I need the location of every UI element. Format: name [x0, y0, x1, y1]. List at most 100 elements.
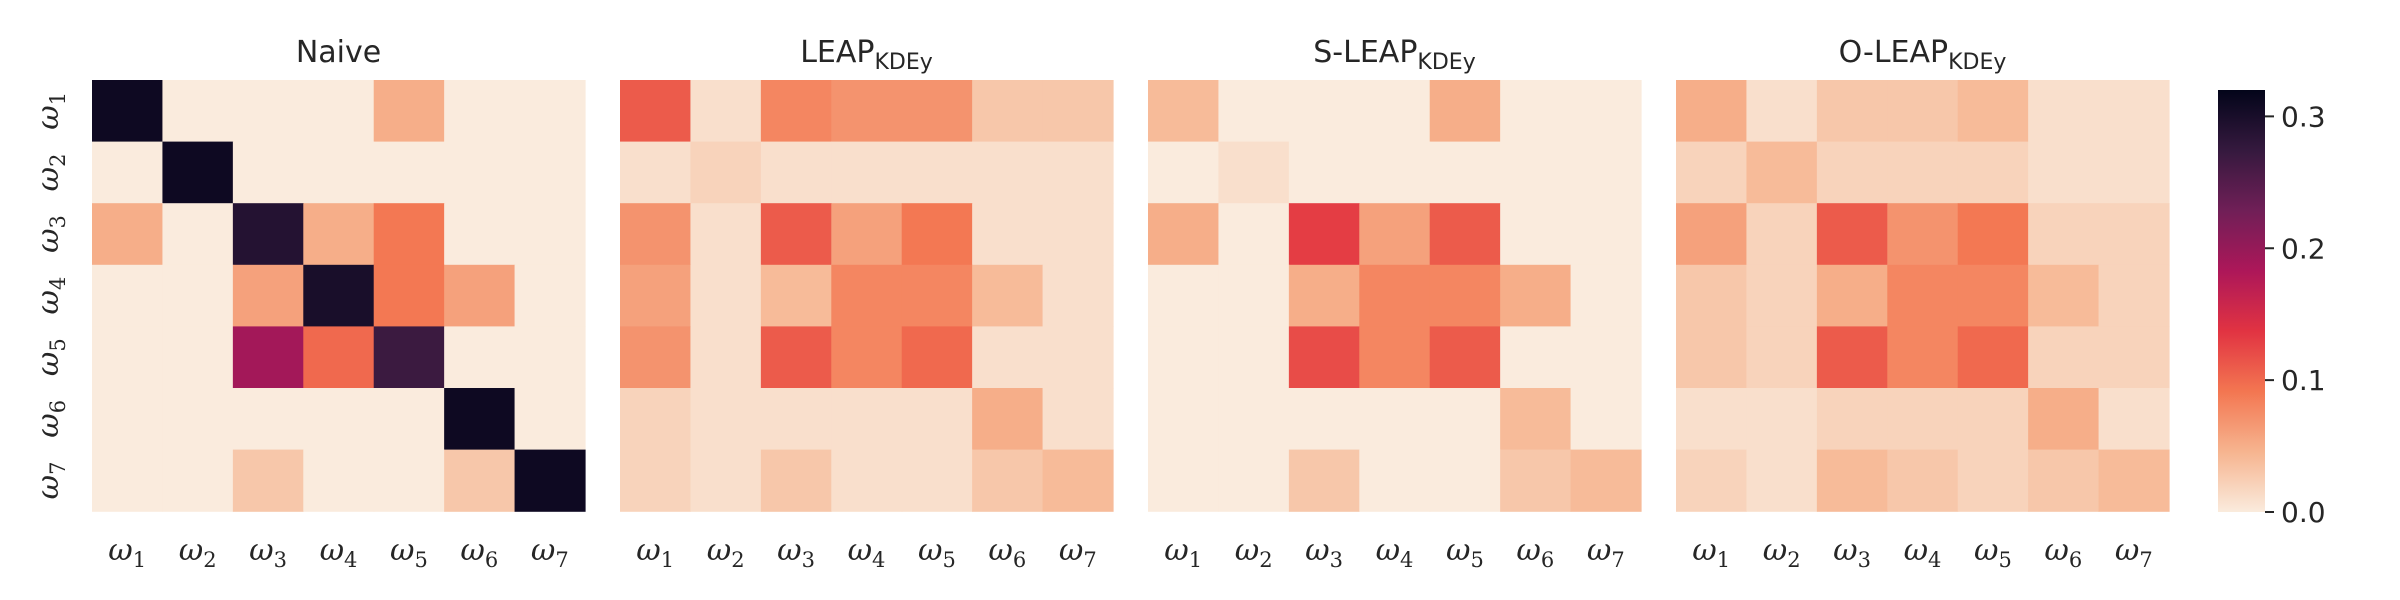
heatmap-cell	[1288, 80, 1360, 143]
heatmap-cell	[1429, 326, 1501, 389]
heatmap-cell	[1042, 326, 1114, 389]
y-tick-label: ω2	[31, 153, 70, 191]
heatmap-cell	[162, 449, 234, 512]
heatmap-cell	[1148, 449, 1220, 512]
x-tick-label: ω6	[2044, 533, 2082, 572]
heatmap-cell	[1148, 264, 1220, 327]
heatmap-cell	[1288, 141, 1360, 204]
heatmap-cell	[690, 264, 762, 327]
heatmap-cell	[2098, 80, 2170, 143]
heatmap-cell	[1359, 80, 1431, 143]
heatmap-panel-2: LEAPKDEy ω1 ω2 ω3 ω4 ω5 ω6 ω7	[620, 35, 1114, 572]
heatmap-cell	[1429, 80, 1501, 143]
heatmap-cell	[1887, 141, 1959, 204]
heatmap-cell	[690, 326, 762, 389]
heatmap-cell	[831, 449, 903, 512]
x-tick-label: ω1	[108, 533, 146, 572]
heatmap-cell	[2098, 141, 2170, 204]
x-tick-label: ω1	[636, 533, 674, 572]
heatmap-cell	[901, 203, 973, 266]
heatmap-cell	[901, 264, 973, 327]
heatmap-cell	[1570, 326, 1642, 389]
heatmap-cell	[901, 449, 973, 512]
heatmap-cell	[162, 141, 234, 204]
heatmap-cell	[2028, 80, 2100, 143]
heatmap-cell	[1218, 203, 1290, 266]
heatmap-cell	[303, 388, 375, 451]
heatmap-cell	[690, 449, 762, 512]
heatmap-cell	[1042, 203, 1114, 266]
heatmap-cell	[972, 449, 1044, 512]
heatmap-cell	[1042, 141, 1114, 204]
heatmap-cell	[1570, 80, 1642, 143]
heatmap-cell	[303, 80, 375, 143]
heatmap-cell	[1429, 203, 1501, 266]
heatmap-cell	[1148, 80, 1220, 143]
heatmap-cell	[831, 264, 903, 327]
heatmap-cell	[162, 264, 234, 327]
heatmap-cell	[2028, 388, 2100, 451]
heatmap-cell	[373, 449, 445, 512]
heatmap-cell	[620, 203, 692, 266]
colorbar-scale	[2218, 90, 2265, 512]
x-tick-label: ω1	[1692, 533, 1730, 572]
heatmap-cell	[444, 449, 516, 512]
heatmap-cell	[232, 326, 304, 389]
heatmap-cell	[760, 141, 832, 204]
heatmap-cell	[232, 141, 304, 204]
heatmap-cell	[303, 326, 375, 389]
heatmap-cell	[373, 388, 445, 451]
heatmap-cell	[1957, 141, 2029, 204]
heatmap-cell	[373, 203, 445, 266]
heatmap-cell	[444, 264, 516, 327]
panel-title: LEAPKDEy	[800, 35, 933, 75]
heatmap-cell	[620, 264, 692, 327]
x-tick-label: ω5	[390, 533, 428, 572]
heatmap-cell	[92, 264, 164, 327]
heatmap-cell	[444, 141, 516, 204]
heatmap-cell	[620, 449, 692, 512]
heatmap-cell	[1957, 449, 2029, 512]
heatmap-cell	[1887, 388, 1959, 451]
heatmap-cell	[972, 326, 1044, 389]
heatmap-cell	[1887, 264, 1959, 327]
heatmap-cell	[514, 264, 586, 327]
heatmap-cell	[514, 326, 586, 389]
heatmap-cell	[1500, 203, 1572, 266]
heatmap-cell	[1359, 449, 1431, 512]
x-tick-label: ω2	[1763, 533, 1801, 572]
heatmap-cell	[514, 449, 586, 512]
heatmap-cell	[1148, 203, 1220, 266]
x-tick-label: ω7	[1587, 533, 1625, 572]
heatmap-cell	[1218, 449, 1290, 512]
heatmap-cell	[1570, 388, 1642, 451]
x-tick-label: ω4	[1904, 533, 1942, 572]
heatmap-cell	[1500, 141, 1572, 204]
heatmap-cell	[2098, 388, 2170, 451]
heatmap-panel-4: O-LEAPKDEy ω1 ω2 ω3 ω4 ω5 ω6 ω7	[1676, 35, 2170, 572]
heatmap-cell	[1887, 326, 1959, 389]
heatmap-cell	[303, 141, 375, 204]
colorbar-tick-label: 0.2	[2281, 232, 2326, 265]
heatmap-cell	[1676, 80, 1748, 143]
heatmap-cell	[514, 203, 586, 266]
y-tick-label: ω7	[31, 461, 70, 499]
heatmap-cell	[162, 80, 234, 143]
heatmap-cell	[2028, 264, 2100, 327]
heatmap-cell	[1957, 80, 2029, 143]
x-tick-label: ω4	[848, 533, 886, 572]
heatmap-cell	[232, 80, 304, 143]
heatmap-cell	[1429, 449, 1501, 512]
heatmap-cell	[373, 264, 445, 327]
heatmap-cell	[901, 388, 973, 451]
heatmap-cell	[1957, 388, 2029, 451]
heatmap-cell	[303, 264, 375, 327]
heatmap-panel-1: Naive ω1 ω2 ω3 ω4 ω5 ω6 ω7 ω1 ω2 ω3 ω4 ω5 ω6 ω7	[31, 35, 586, 572]
heatmap-cell	[1746, 141, 1818, 204]
heatmap-cell	[444, 326, 516, 389]
colorbar-tick-label: 0.1	[2281, 364, 2326, 397]
y-tick-label: ω3	[31, 215, 70, 253]
heatmap-cell	[232, 264, 304, 327]
heatmap-cell	[1746, 80, 1818, 143]
heatmap-cell	[972, 264, 1044, 327]
